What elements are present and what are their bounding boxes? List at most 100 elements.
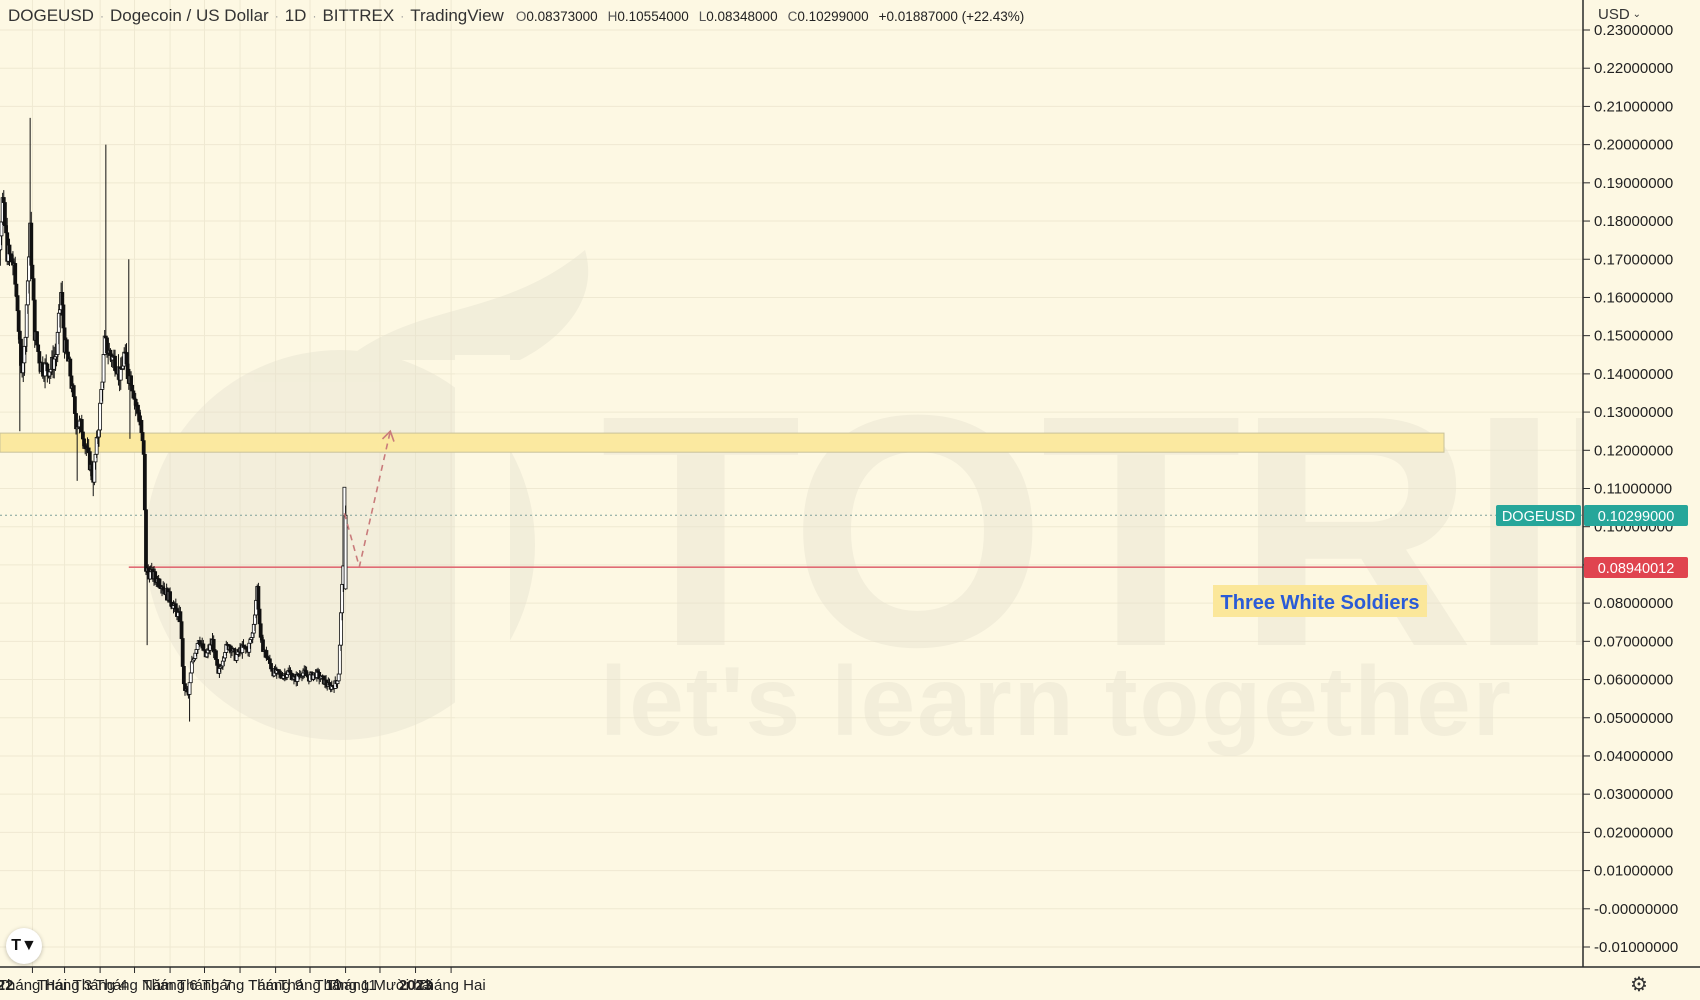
watermark-brand: TOTRIEU <box>600 346 1700 715</box>
candle-body-down <box>141 440 146 455</box>
chart-header: DOGEUSD · Dogecoin / US Dollar · 1D · BI… <box>8 5 1024 27</box>
price-tick-label: 0.12000000 <box>1594 442 1673 459</box>
candle-body-down <box>31 278 36 301</box>
price-axis[interactable]: 0.23000000 0.22000000 0.21000000 0.20000000… <box>1583 22 1678 956</box>
time-tick-label: Tháng 9 <box>248 977 303 994</box>
candle-body-up <box>98 402 103 431</box>
candle-body-down <box>257 608 262 625</box>
price-tick-label: -0.00000000 <box>1594 901 1678 918</box>
source-label: TradingView <box>410 6 504 25</box>
price-tick-label: 0.05000000 <box>1594 710 1673 727</box>
candle-body-down <box>140 432 145 442</box>
candle-body-down <box>179 621 184 639</box>
last-price-badges: DOGEUSD 0.10299000 <box>1496 505 1688 526</box>
support-price-value: 0.08940012 <box>1598 561 1675 577</box>
projection-arrow-icon <box>381 429 395 442</box>
time-tick-label: 2022 <box>0 977 14 994</box>
price-tick-label: 0.16000000 <box>1594 289 1673 306</box>
price-tick-label: 0.22000000 <box>1594 60 1673 77</box>
projection-path[interactable] <box>343 431 392 568</box>
candle-body-down <box>124 352 129 365</box>
candle-body-down <box>258 623 263 638</box>
price-tick-label: 0.21000000 <box>1594 98 1673 115</box>
price-tick-label: 0.14000000 <box>1594 366 1673 383</box>
tradingview-logo-icon[interactable]: T▼ <box>6 928 42 964</box>
price-tick-label: 0.18000000 <box>1594 213 1673 230</box>
candle-body-down <box>180 638 185 667</box>
last-price-value: 0.10299000 <box>1598 509 1675 525</box>
currency-label: USD <box>1598 5 1630 23</box>
symbol-name: Dogecoin / US Dollar <box>109 6 269 25</box>
resistance-zone[interactable] <box>0 432 1445 453</box>
time-tick-label: Tháng 7 <box>177 977 232 994</box>
time-tick-label: Tháng 3 <box>37 977 92 994</box>
gear-icon[interactable]: ⚙ <box>1630 973 1648 996</box>
candle-body-down <box>35 331 39 346</box>
time-tick-label: Tháng Tám <box>202 977 278 994</box>
price-tick-label: 0.01000000 <box>1594 863 1673 880</box>
price-tick-label: 0.17000000 <box>1594 251 1673 268</box>
candle <box>31 276 36 301</box>
price-tick-label: 0.08000000 <box>1594 595 1673 612</box>
candlestick-series <box>0 117 348 722</box>
symbol-ticker[interactable]: DOGEUSD <box>8 6 94 25</box>
ohlc-open: O0.08373000 <box>515 8 598 24</box>
ohlc-values: O0.08373000 H0.10554000 L0.08348000 C0.1… <box>516 9 1024 24</box>
separator-dot-icon: · <box>312 9 317 23</box>
price-tick-label: 0.19000000 <box>1594 175 1673 192</box>
candle-body-up <box>187 682 192 695</box>
price-tick-label: -0.01000000 <box>1594 939 1678 956</box>
time-tick-label: Tháng 4 <box>73 977 128 994</box>
time-tick-label: Tháng 11 <box>314 977 376 994</box>
time-tick-label: Tháng Năm <box>95 977 173 994</box>
candle-body-down <box>142 453 147 511</box>
separator-dot-icon: · <box>99 9 104 23</box>
chevron-down-icon: ⌄ <box>1632 8 1642 20</box>
watermark-slogan: let's learn together <box>600 646 1513 756</box>
price-tick-label: 0.23000000 <box>1594 22 1673 39</box>
price-tick-label: 0.06000000 <box>1594 672 1673 689</box>
candle-body-up <box>343 514 348 590</box>
ohlc-close: C0.10299000 <box>787 8 869 24</box>
ohlc-low: L0.08348000 <box>698 8 778 24</box>
price-tick-label: 0.20000000 <box>1594 137 1673 154</box>
currency-selector[interactable]: USD ⌄ <box>1590 2 1690 26</box>
time-tick-label: Tháng 6 <box>143 977 198 994</box>
interval-label[interactable]: 1D <box>284 6 307 25</box>
candle-body-down <box>72 396 77 414</box>
candle <box>144 509 148 576</box>
candle-body-up <box>101 354 106 383</box>
support-badge: 0.08940012 <box>1584 557 1688 578</box>
last-price-symbol: DOGEUSD <box>1502 509 1575 525</box>
candle-body-down <box>214 650 218 660</box>
candle-body-up <box>336 673 341 682</box>
watermark-logo: TOTRIEU let's learn together <box>145 250 1700 756</box>
candle <box>142 453 147 514</box>
grid <box>0 0 1583 967</box>
separator-dot-icon: · <box>400 9 405 23</box>
pattern-label-text: Three White Soldiers <box>1221 592 1420 614</box>
candle-body-down <box>215 659 220 666</box>
time-tick-label: Tháng Hai <box>0 977 67 994</box>
candle-body-up <box>118 368 123 381</box>
price-tick-label: 0.15000000 <box>1594 328 1673 345</box>
candle-body-down <box>144 509 148 572</box>
price-tick-label: 0.07000000 <box>1594 633 1673 650</box>
ohlc-high: H0.10554000 <box>607 8 689 24</box>
pattern-label[interactable]: Three White Soldiers <box>1213 585 1427 617</box>
price-tick-label: 0.04000000 <box>1594 748 1673 765</box>
candle-body-up <box>188 672 193 684</box>
separator-dot-icon: · <box>274 9 279 23</box>
price-tick-label: 0.11000000 <box>1594 481 1672 498</box>
ohlc-change: +0.01887000 (+22.43%) <box>878 8 1025 24</box>
price-tick-label: 0.03000000 <box>1594 786 1673 803</box>
time-tick-label: Tháng 10 <box>278 977 341 994</box>
candle-body-down <box>45 363 50 372</box>
price-tick-label: 0.13000000 <box>1594 404 1673 421</box>
price-tick-label: 0.02000000 <box>1594 824 1673 841</box>
exchange-label: BITTREX <box>322 6 395 25</box>
time-tick-label: Tháng Hai <box>416 977 485 994</box>
